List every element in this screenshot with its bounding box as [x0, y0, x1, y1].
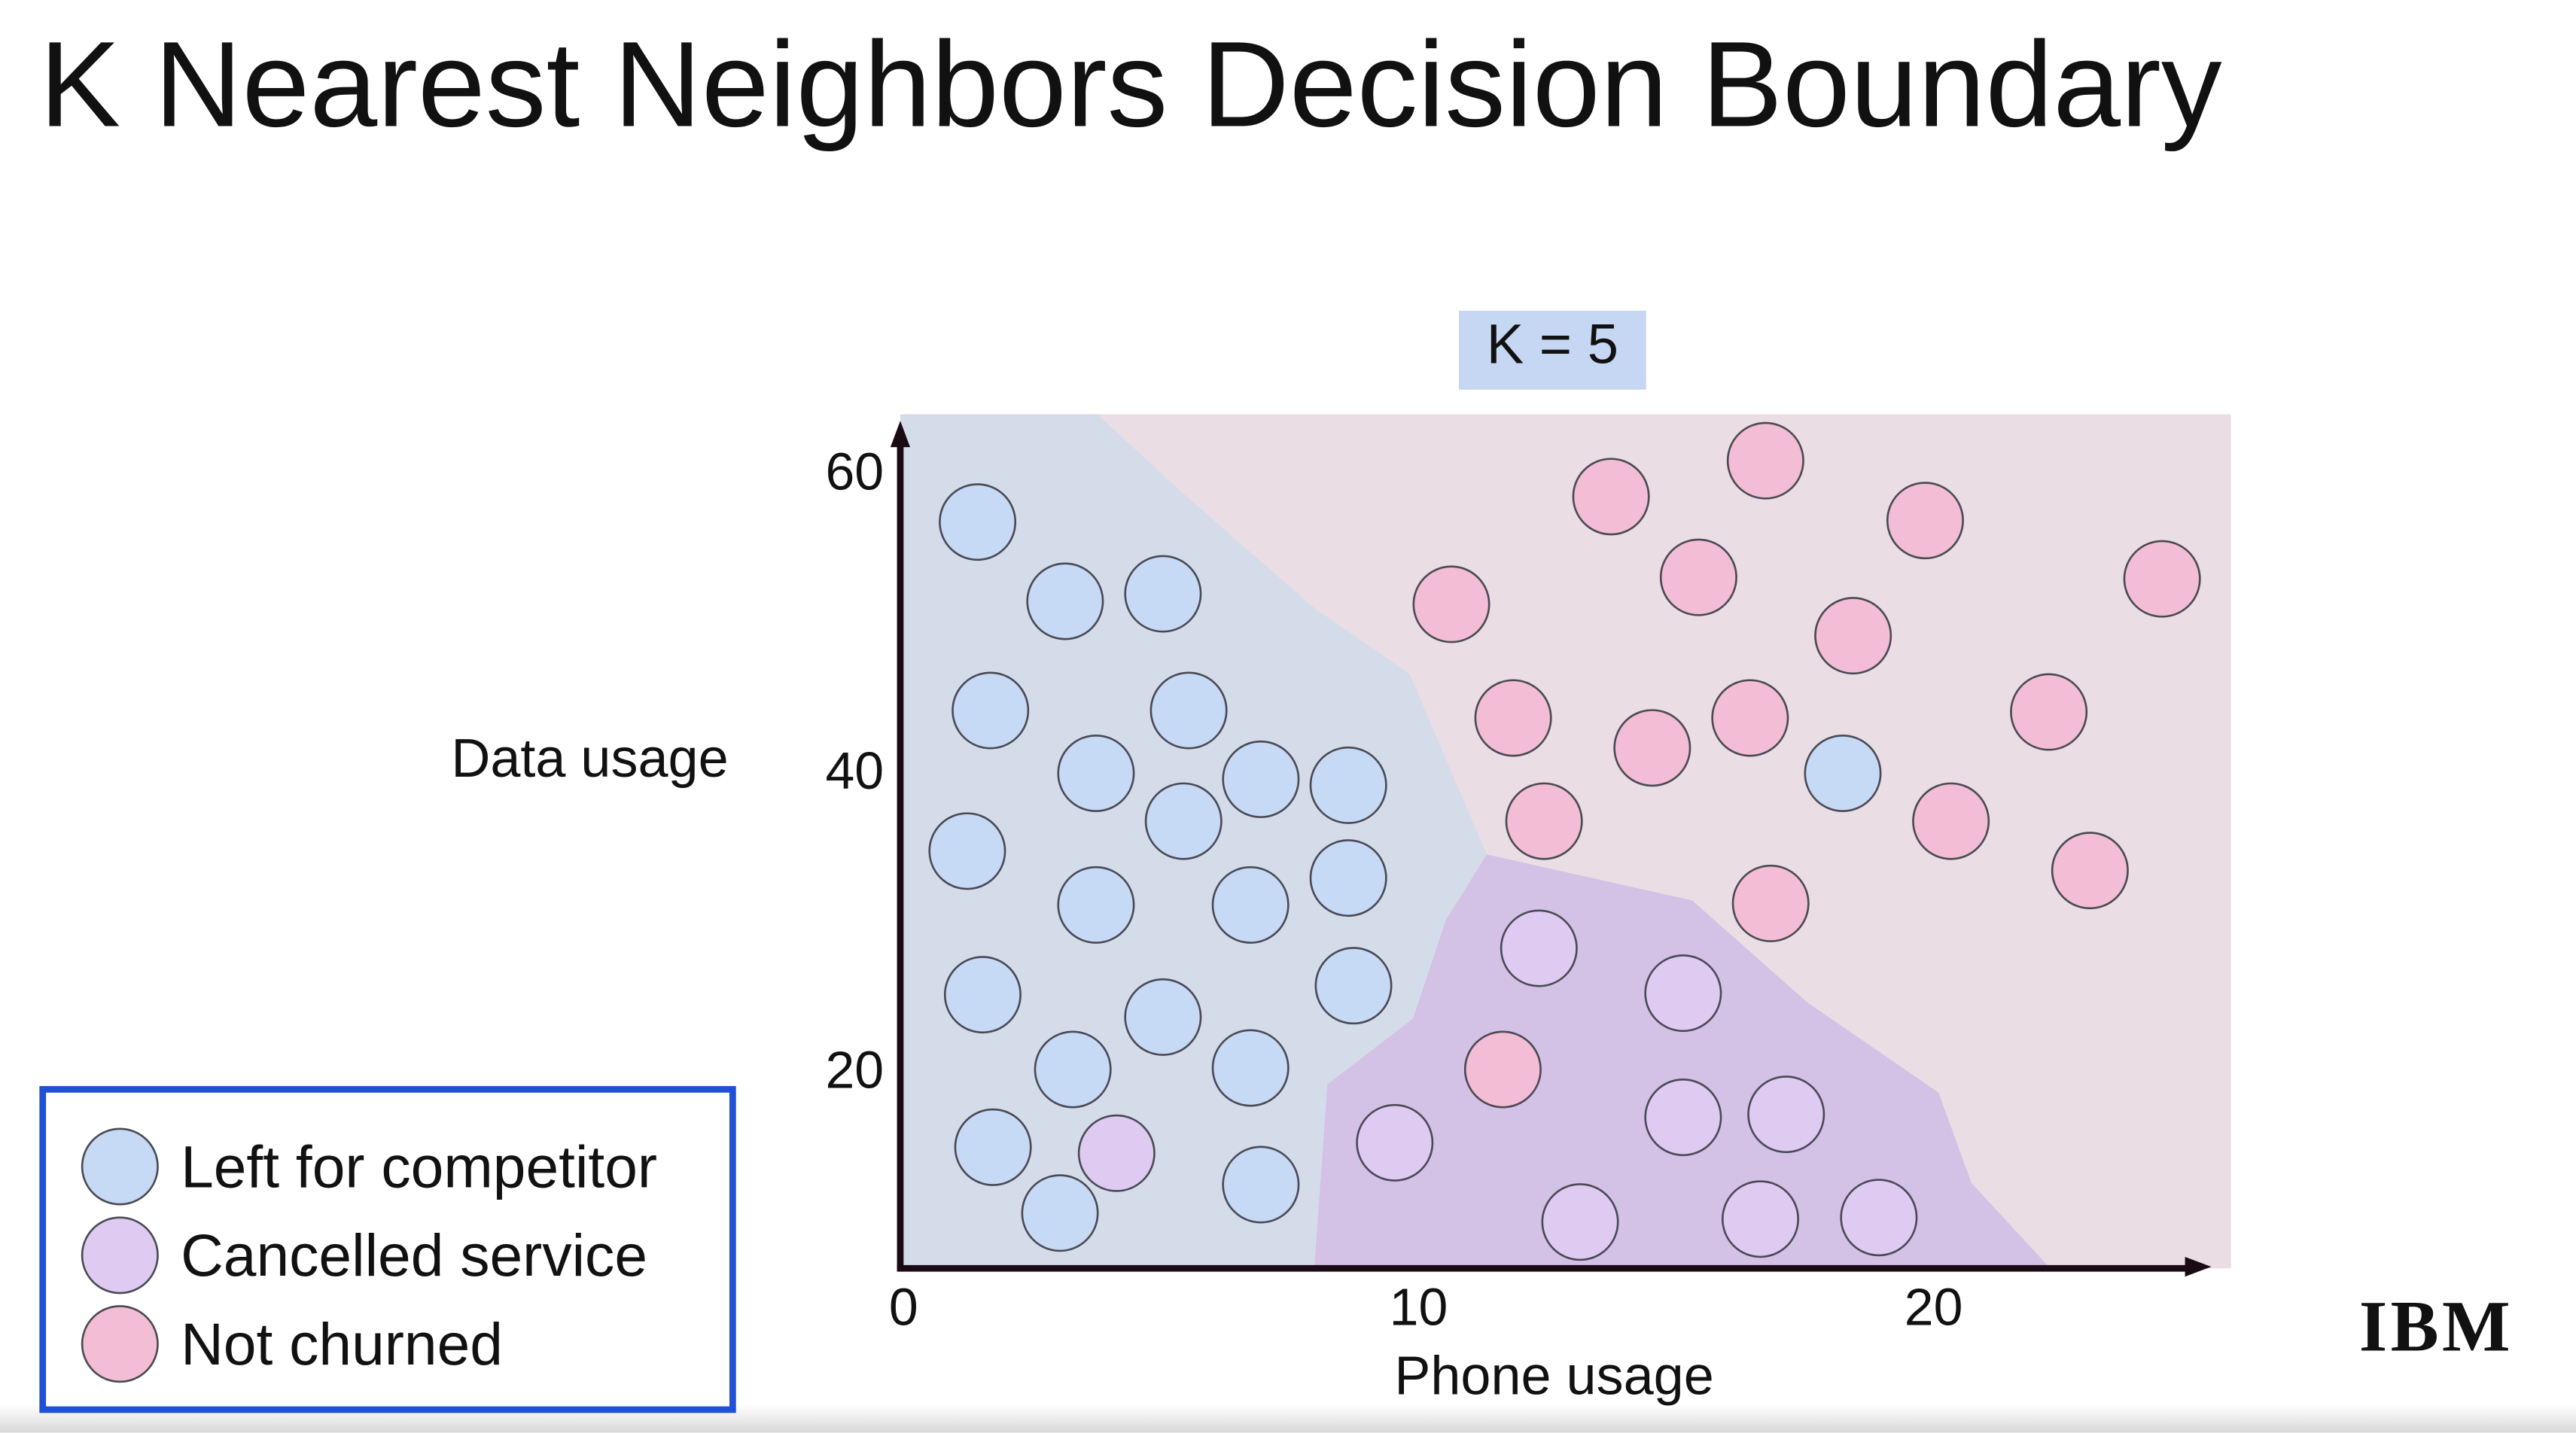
point: [1309, 746, 1387, 824]
y-tick-label: 40: [825, 741, 884, 800]
x-tick-label: 10: [1390, 1277, 1448, 1336]
point: [1840, 1179, 1918, 1257]
point: [1721, 1180, 1800, 1258]
region-cancelled-service: [1314, 854, 2051, 1269]
y-tick-label: 20: [825, 1040, 884, 1099]
legend-swatch: [81, 1216, 159, 1295]
point: [939, 483, 1017, 561]
point: [1474, 679, 1552, 757]
point: [1644, 1079, 1722, 1157]
point: [1886, 482, 1964, 560]
point: [1309, 839, 1387, 917]
point: [1731, 864, 1810, 942]
legend-swatch: [81, 1305, 159, 1383]
point: [1541, 1183, 1619, 1261]
point: [1726, 421, 1804, 500]
point: [2010, 673, 2088, 751]
points: [928, 421, 2201, 1261]
point: [1149, 671, 1228, 750]
point: [1077, 1114, 1156, 1192]
point: [943, 956, 1022, 1034]
point: [1463, 1030, 1542, 1109]
annotation: K = 5: [1487, 313, 1618, 376]
point: [1412, 565, 1490, 643]
point: [1500, 909, 1578, 987]
axes: [890, 421, 2212, 1277]
legend: Left for competitor Cancelled service Not …: [39, 1086, 736, 1413]
point: [1211, 866, 1290, 944]
point: [1057, 734, 1135, 812]
point: [1021, 1174, 1099, 1252]
point: [2051, 832, 2129, 910]
annotation-box: [1458, 310, 1646, 390]
legend-label: Not churned: [181, 1311, 503, 1377]
point: [1572, 458, 1650, 536]
point: [1057, 866, 1135, 944]
point: [1222, 740, 1300, 818]
point: [1613, 709, 1691, 787]
x-axis-arrow: [2185, 1257, 2212, 1277]
point: [954, 1108, 1032, 1186]
chart-title: K Nearest Neighbors Decision Boundary: [39, 17, 2221, 153]
point: [1144, 782, 1223, 860]
point: [2123, 540, 2201, 618]
y-tick-label: 60: [825, 442, 884, 500]
point: [1356, 1103, 1434, 1182]
point: [1124, 555, 1202, 633]
legend-label: Left for competitor: [181, 1133, 657, 1200]
point: [928, 812, 1006, 890]
y-axis-arrow: [890, 421, 911, 448]
point: [1211, 1029, 1290, 1107]
point: [1314, 947, 1393, 1025]
point: [1034, 1030, 1112, 1109]
logo: IBM: [2359, 1286, 2514, 1367]
point: [1711, 679, 1789, 757]
x-tick-label: 20: [1905, 1277, 1963, 1336]
point: [1747, 1076, 1825, 1154]
point: [1505, 782, 1583, 860]
point: [1124, 978, 1202, 1056]
legend-label: Cancelled service: [181, 1222, 647, 1288]
point: [1222, 1145, 1300, 1224]
point: [952, 671, 1030, 750]
point: [1026, 562, 1104, 640]
point: [1804, 734, 1882, 812]
legend-swatch: [81, 1127, 159, 1206]
point: [1644, 954, 1722, 1033]
point: [1814, 597, 1892, 675]
point: [1659, 538, 1737, 616]
x-axis-label: Phone usage: [1394, 1346, 1713, 1407]
y-axis-label: Data usage: [451, 729, 728, 789]
point: [1912, 782, 1990, 860]
x-tick-label: 0: [889, 1277, 918, 1336]
